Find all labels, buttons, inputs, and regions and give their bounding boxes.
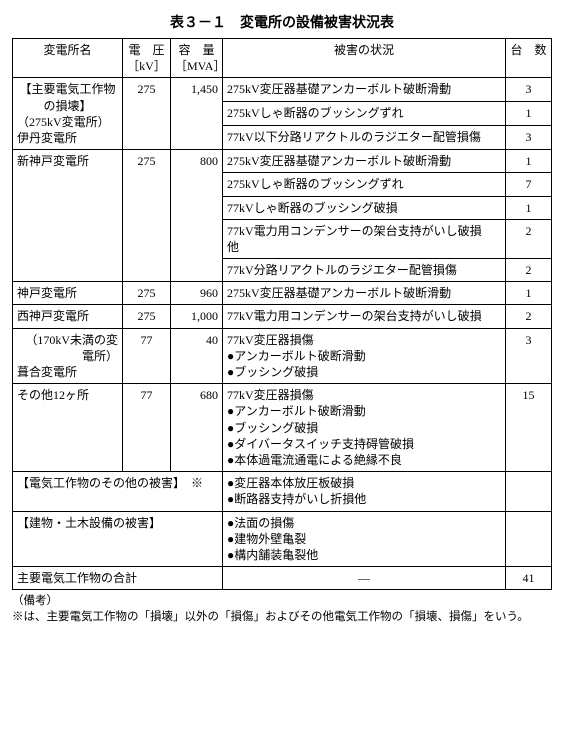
- mva-cell: 40: [171, 328, 223, 384]
- damage-cell: 77kV分路リアクトルのラジエター配管損傷: [223, 259, 506, 282]
- station-name: その他12ヶ所: [13, 384, 123, 472]
- damage-lead: 77kV変圧器損傷: [227, 387, 501, 403]
- table-row: その他12ヶ所 77 680 77kV変圧器損傷 アンカーボルト破断滑動ブッシン…: [13, 384, 552, 472]
- count-cell: 3: [506, 126, 552, 150]
- bullet-item: 構内舗装亀裂他: [239, 547, 501, 563]
- bullet-item: 建物外壁亀裂: [239, 531, 501, 547]
- count-cell: 1: [506, 196, 552, 219]
- bullet-item: ダイバータスイッチ支持碍管破損: [239, 436, 501, 452]
- count-cell: 15: [506, 384, 552, 472]
- damage-cell: 77kVしゃ断器のブッシング破損: [223, 196, 506, 219]
- count-cell: [506, 472, 552, 511]
- damage-cell: 77kV以下分路リアクトルのラジエター配管損傷: [223, 126, 506, 150]
- bullet-item: 変圧器本体放圧板破損: [239, 475, 501, 491]
- damage-table: 変電所名 電 圧 ［kV］ 容 量 ［MVA］ 被害の状況 台 数 【主要電気工…: [12, 38, 552, 590]
- damage-cell: 275kV変圧器基礎アンカーボルト破断滑動: [223, 282, 506, 305]
- count-cell: 2: [506, 259, 552, 282]
- damage-cell: 77kV電力用コンデンサーの架台支持がいし破損 他: [223, 219, 506, 258]
- kv-cell: 275: [123, 282, 171, 305]
- table-row: （170kV未満の変電所） 葺合変電所 77 40 77kV変圧器損傷 アンカー…: [13, 328, 552, 384]
- total-count: 41: [506, 567, 552, 590]
- count-cell: 7: [506, 173, 552, 196]
- table-row: 【電気工作物のその他の被害】 ※ 変圧器本体放圧板破損断路器支持がいし折損他: [13, 472, 552, 511]
- mva-cell: 680: [171, 384, 223, 472]
- bullet-item: 断路器支持がいし折損他: [239, 491, 501, 507]
- col-name: 変電所名: [13, 39, 123, 78]
- section-heading-275: （275kV変電所）: [17, 114, 118, 130]
- count-cell: 2: [506, 305, 552, 328]
- damage-cell: 変圧器本体放圧板破損断路器支持がいし折損他: [223, 472, 506, 511]
- total-dash: —: [223, 567, 506, 590]
- damage-cell: 275kV変圧器基礎アンカーボルト破断滑動: [223, 150, 506, 173]
- mva-cell: 1,000: [171, 305, 223, 328]
- bullet-item: 本体過電流通電による絶縁不良: [239, 452, 501, 468]
- table-row: 【主要電気工作物の損壊】 （275kV変電所） 伊丹変電所 275 1,450 …: [13, 78, 552, 102]
- count-cell: 1: [506, 150, 552, 173]
- bullet-item: ブッシング破損: [239, 420, 501, 436]
- footnote-text: ※は、主要電気工作物の「損壊」以外の「損傷」およびその他電気工作物の「損壊、損傷…: [12, 610, 552, 626]
- mva-cell: 960: [171, 282, 223, 305]
- table-row: 神戸変電所 275 960 275kV変圧器基礎アンカーボルト破断滑動 1: [13, 282, 552, 305]
- table-row: 西神戸変電所 275 1,000 77kV電力用コンデンサーの架台支持がいし破損…: [13, 305, 552, 328]
- damage-cell: 275kVしゃ断器のブッシングずれ: [223, 102, 506, 126]
- section-label: 【建物・土木設備の被害】: [13, 511, 223, 567]
- header-row: 変電所名 電 圧 ［kV］ 容 量 ［MVA］ 被害の状況 台 数: [13, 39, 552, 78]
- mva-cell: 800: [171, 150, 223, 282]
- footnotes: （備考） ※は、主要電気工作物の「損壊」以外の「損傷」およびその他電気工作物の「…: [12, 594, 552, 625]
- damage-cell: 275kV変圧器基礎アンカーボルト破断滑動: [223, 78, 506, 102]
- col-kv: 電 圧 ［kV］: [123, 39, 171, 78]
- kv-cell: 77: [123, 384, 171, 472]
- count-cell: 3: [506, 78, 552, 102]
- table-row: 新神戸変電所 275 800 275kV変圧器基礎アンカーボルト破断滑動 1: [13, 150, 552, 173]
- bullet-list: アンカーボルト破断滑動ブッシング破損ダイバータスイッチ支持碍管破損本体過電流通電…: [227, 403, 501, 468]
- station-name: 新神戸変電所: [13, 150, 123, 282]
- count-cell: 2: [506, 219, 552, 258]
- bullet-list: 変圧器本体放圧板破損断路器支持がいし折損他: [227, 475, 501, 507]
- section-label: 【電気工作物のその他の被害】 ※: [13, 472, 223, 511]
- section-heading-major: 【主要電気工作物の損壊】: [17, 81, 118, 113]
- damage-cell: 法面の損傷建物外壁亀裂構内舗装亀裂他: [223, 511, 506, 567]
- count-cell: [506, 511, 552, 567]
- bullet-item: ブッシング破損: [239, 364, 501, 380]
- table-title: 表３－１ 変電所の設備被害状況表: [12, 12, 552, 32]
- section-heading-170: （170kV未満の変電所）: [17, 332, 118, 364]
- bullet-item: アンカーボルト破断滑動: [239, 348, 501, 364]
- station-name: 伊丹変電所: [17, 130, 118, 146]
- kv-cell: 77: [123, 328, 171, 384]
- mva-cell: 1,450: [171, 78, 223, 150]
- station-name: 神戸変電所: [13, 282, 123, 305]
- damage-cell: 275kVしゃ断器のブッシングずれ: [223, 173, 506, 196]
- bullet-list: 法面の損傷建物外壁亀裂構内舗装亀裂他: [227, 515, 501, 564]
- footnote-heading: （備考）: [12, 594, 552, 610]
- table-row: 【建物・土木設備の被害】 法面の損傷建物外壁亀裂構内舗装亀裂他: [13, 511, 552, 567]
- damage-cell: 77kV変圧器損傷 アンカーボルト破断滑動ブッシング破損ダイバータスイッチ支持碍…: [223, 384, 506, 472]
- damage-lead: 77kV変圧器損傷: [227, 332, 501, 348]
- kv-cell: 275: [123, 305, 171, 328]
- count-cell: 1: [506, 282, 552, 305]
- bullet-list: アンカーボルト破断滑動ブッシング破損: [227, 348, 501, 380]
- station-name: 葺合変電所: [17, 364, 118, 380]
- bullet-item: 法面の損傷: [239, 515, 501, 531]
- kv-cell: 275: [123, 78, 171, 150]
- bullet-item: アンカーボルト破断滑動: [239, 403, 501, 419]
- count-cell: 3: [506, 328, 552, 384]
- kv-cell: 275: [123, 150, 171, 282]
- station-name: 西神戸変電所: [13, 305, 123, 328]
- total-label: 主要電気工作物の合計: [13, 567, 223, 590]
- damage-cell: 77kV電力用コンデンサーの架台支持がいし破損: [223, 305, 506, 328]
- col-count: 台 数: [506, 39, 552, 78]
- total-row: 主要電気工作物の合計 — 41: [13, 567, 552, 590]
- col-mva: 容 量 ［MVA］: [171, 39, 223, 78]
- damage-cell: 77kV変圧器損傷 アンカーボルト破断滑動ブッシング破損: [223, 328, 506, 384]
- col-damage: 被害の状況: [223, 39, 506, 78]
- count-cell: 1: [506, 102, 552, 126]
